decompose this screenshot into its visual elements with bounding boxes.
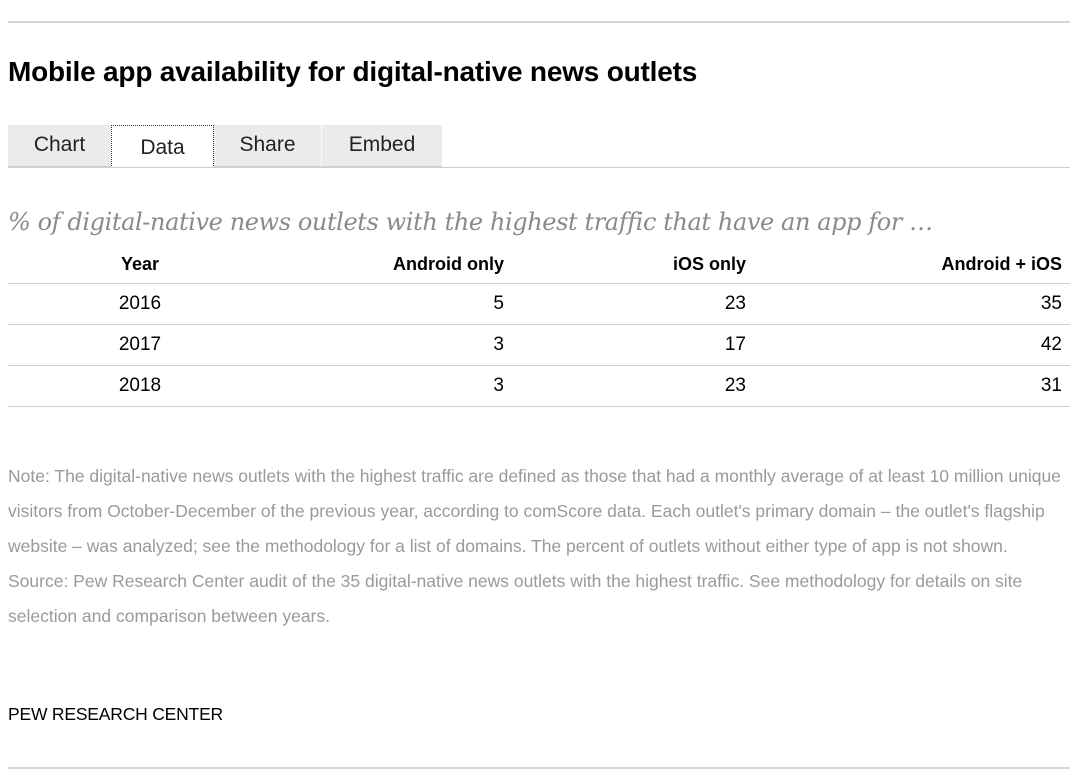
table-header-row: Year Android only iOS only Android + iOS	[8, 245, 1070, 284]
notes-block: Note: The digital-native news outlets wi…	[8, 459, 1072, 634]
column-header-year: Year	[8, 245, 272, 284]
table-subtitle: % of digital-native news outlets with th…	[8, 208, 933, 236]
tab-data[interactable]: Data	[111, 125, 214, 168]
data-table: Year Android only iOS only Android + iOS…	[8, 245, 1070, 407]
tab-bar-underline	[8, 167, 1070, 168]
cell-year: 2018	[8, 365, 272, 407]
cell-ios-only: 23	[512, 283, 754, 325]
tab-bar: Chart Data Share Embed	[8, 125, 442, 168]
column-header-android-ios: Android + iOS	[754, 245, 1070, 284]
cell-android-only: 5	[272, 283, 512, 325]
cell-ios-only: 23	[512, 365, 754, 407]
table-row: 2016 5 23 35	[8, 283, 1070, 325]
tab-chart[interactable]: Chart	[8, 125, 111, 167]
cell-year: 2016	[8, 283, 272, 325]
top-divider	[8, 21, 1070, 23]
bottom-divider	[8, 767, 1070, 769]
cell-android-ios: 31	[754, 365, 1070, 407]
credit-line: PEW RESEARCH CENTER	[8, 704, 223, 724]
tab-embed[interactable]: Embed	[321, 125, 442, 167]
source-text: Source: Pew Research Center audit of the…	[8, 571, 1023, 626]
table-row: 2018 3 23 31	[8, 365, 1070, 407]
cell-android-only: 3	[272, 324, 512, 366]
cell-ios-only: 17	[512, 324, 754, 366]
column-header-android-only: Android only	[272, 245, 512, 284]
cell-android-only: 3	[272, 365, 512, 407]
chart-title: Mobile app availability for digital-nati…	[8, 56, 698, 87]
column-header-ios-only: iOS only	[512, 245, 754, 284]
cell-android-ios: 35	[754, 283, 1070, 325]
cell-android-ios: 42	[754, 324, 1070, 366]
note-text: Note: The digital-native news outlets wi…	[8, 466, 1061, 556]
table-row: 2017 3 17 42	[8, 324, 1070, 366]
cell-year: 2017	[8, 324, 272, 366]
tab-share[interactable]: Share	[214, 125, 321, 167]
